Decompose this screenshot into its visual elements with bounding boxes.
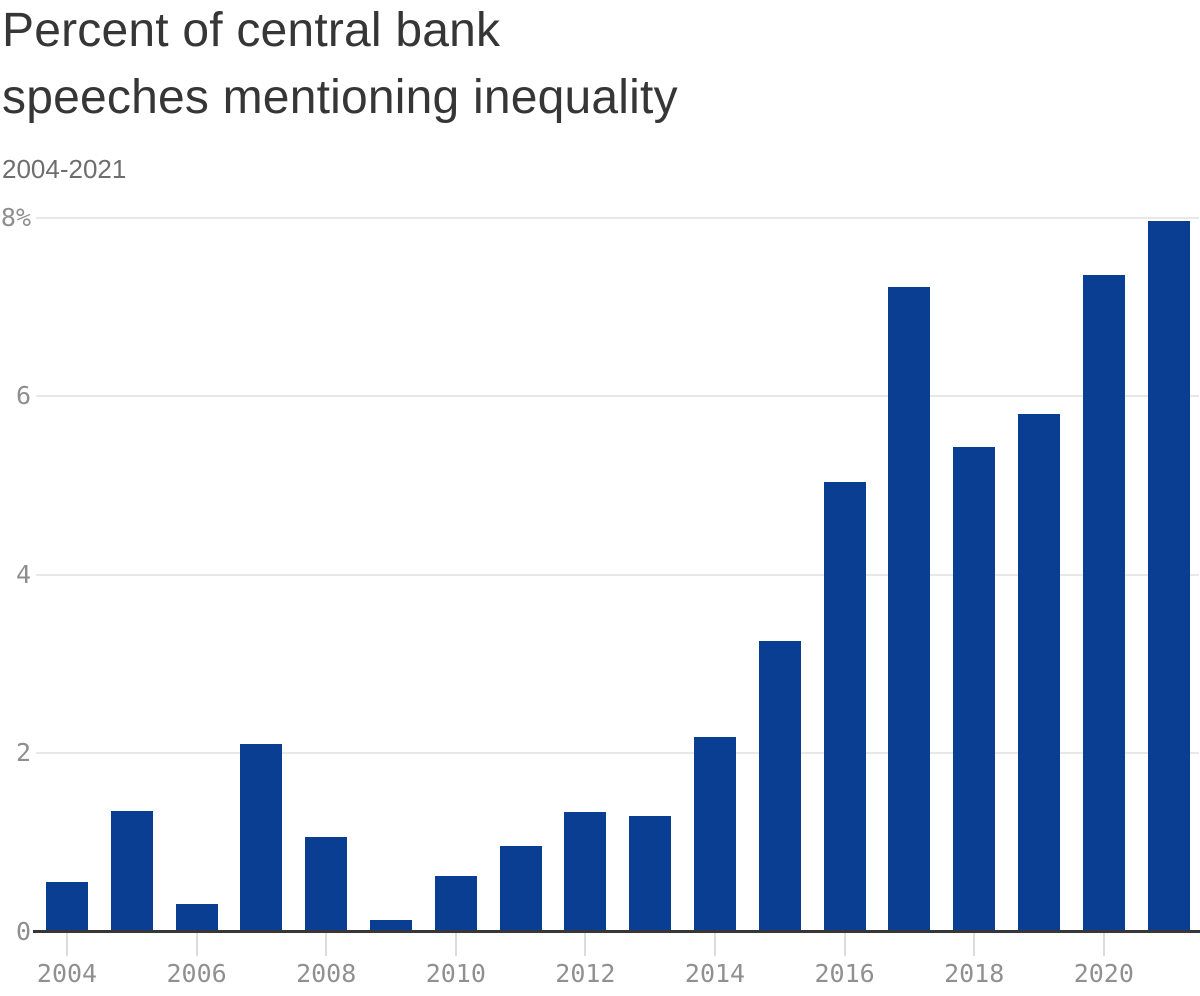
bar-2010 [434, 875, 477, 931]
x-axis-tick-2006 [195, 933, 198, 956]
bar-2007 [240, 743, 283, 931]
bar-2008 [305, 837, 348, 931]
bar-2020 [1082, 275, 1125, 931]
gridline-6 [36, 395, 1199, 397]
bar-2005 [110, 810, 153, 931]
bar-2009 [370, 920, 412, 931]
x-axis-label-2016: 2016 [814, 959, 875, 988]
bar-2012 [564, 812, 607, 931]
bar-2004 [46, 881, 88, 931]
x-axis-label-2012: 2012 [555, 959, 616, 988]
chart-title: Percent of central bank speeches mention… [2, 0, 678, 131]
bar-2016 [823, 482, 866, 931]
y-axis-label-0: 0 [15, 916, 31, 946]
bar-2017 [888, 286, 931, 931]
chart-title-line2: speeches mentioning inequality [2, 71, 678, 124]
y-axis-label-8: 8% [0, 202, 31, 232]
bar-2021 [1147, 221, 1190, 931]
x-axis-label-2018: 2018 [944, 959, 1005, 988]
y-axis-label-4: 4 [15, 559, 31, 589]
chart-subtitle: 2004-2021 [2, 154, 127, 184]
bar-2011 [499, 846, 542, 931]
y-axis-label-6: 6 [15, 381, 31, 410]
bar-2019 [1018, 414, 1060, 931]
x-axis-tick-2010 [454, 933, 457, 956]
x-axis-label-2006: 2006 [166, 959, 227, 988]
gridline-8 [36, 216, 1199, 219]
x-axis-label-2010: 2010 [425, 959, 486, 988]
x-axis-tick-2012 [584, 933, 587, 956]
x-axis-label-2014: 2014 [684, 959, 746, 988]
y-axis-label-2: 2 [15, 738, 31, 767]
bar-2018 [953, 447, 996, 931]
x-axis-label-2008: 2008 [296, 959, 357, 988]
x-axis-tick-2008 [325, 933, 328, 956]
x-axis-baseline [33, 930, 1200, 933]
x-axis-tick-2014 [714, 933, 716, 956]
x-axis-tick-2018 [973, 933, 976, 956]
x-axis-tick-2004 [66, 933, 68, 956]
bar-2014 [694, 737, 736, 931]
bar-2006 [175, 904, 218, 931]
chart-title-line1: Percent of central bank [2, 4, 501, 57]
x-axis-tick-2020 [1102, 933, 1105, 956]
bar-2015 [758, 640, 801, 931]
gridline-2 [36, 752, 1199, 754]
bar-2013 [629, 815, 672, 931]
x-axis-label-2004: 2004 [36, 959, 98, 988]
x-axis-tick-2016 [843, 933, 846, 956]
x-axis-label-2020: 2020 [1073, 959, 1134, 988]
gridline-4 [36, 573, 1199, 576]
